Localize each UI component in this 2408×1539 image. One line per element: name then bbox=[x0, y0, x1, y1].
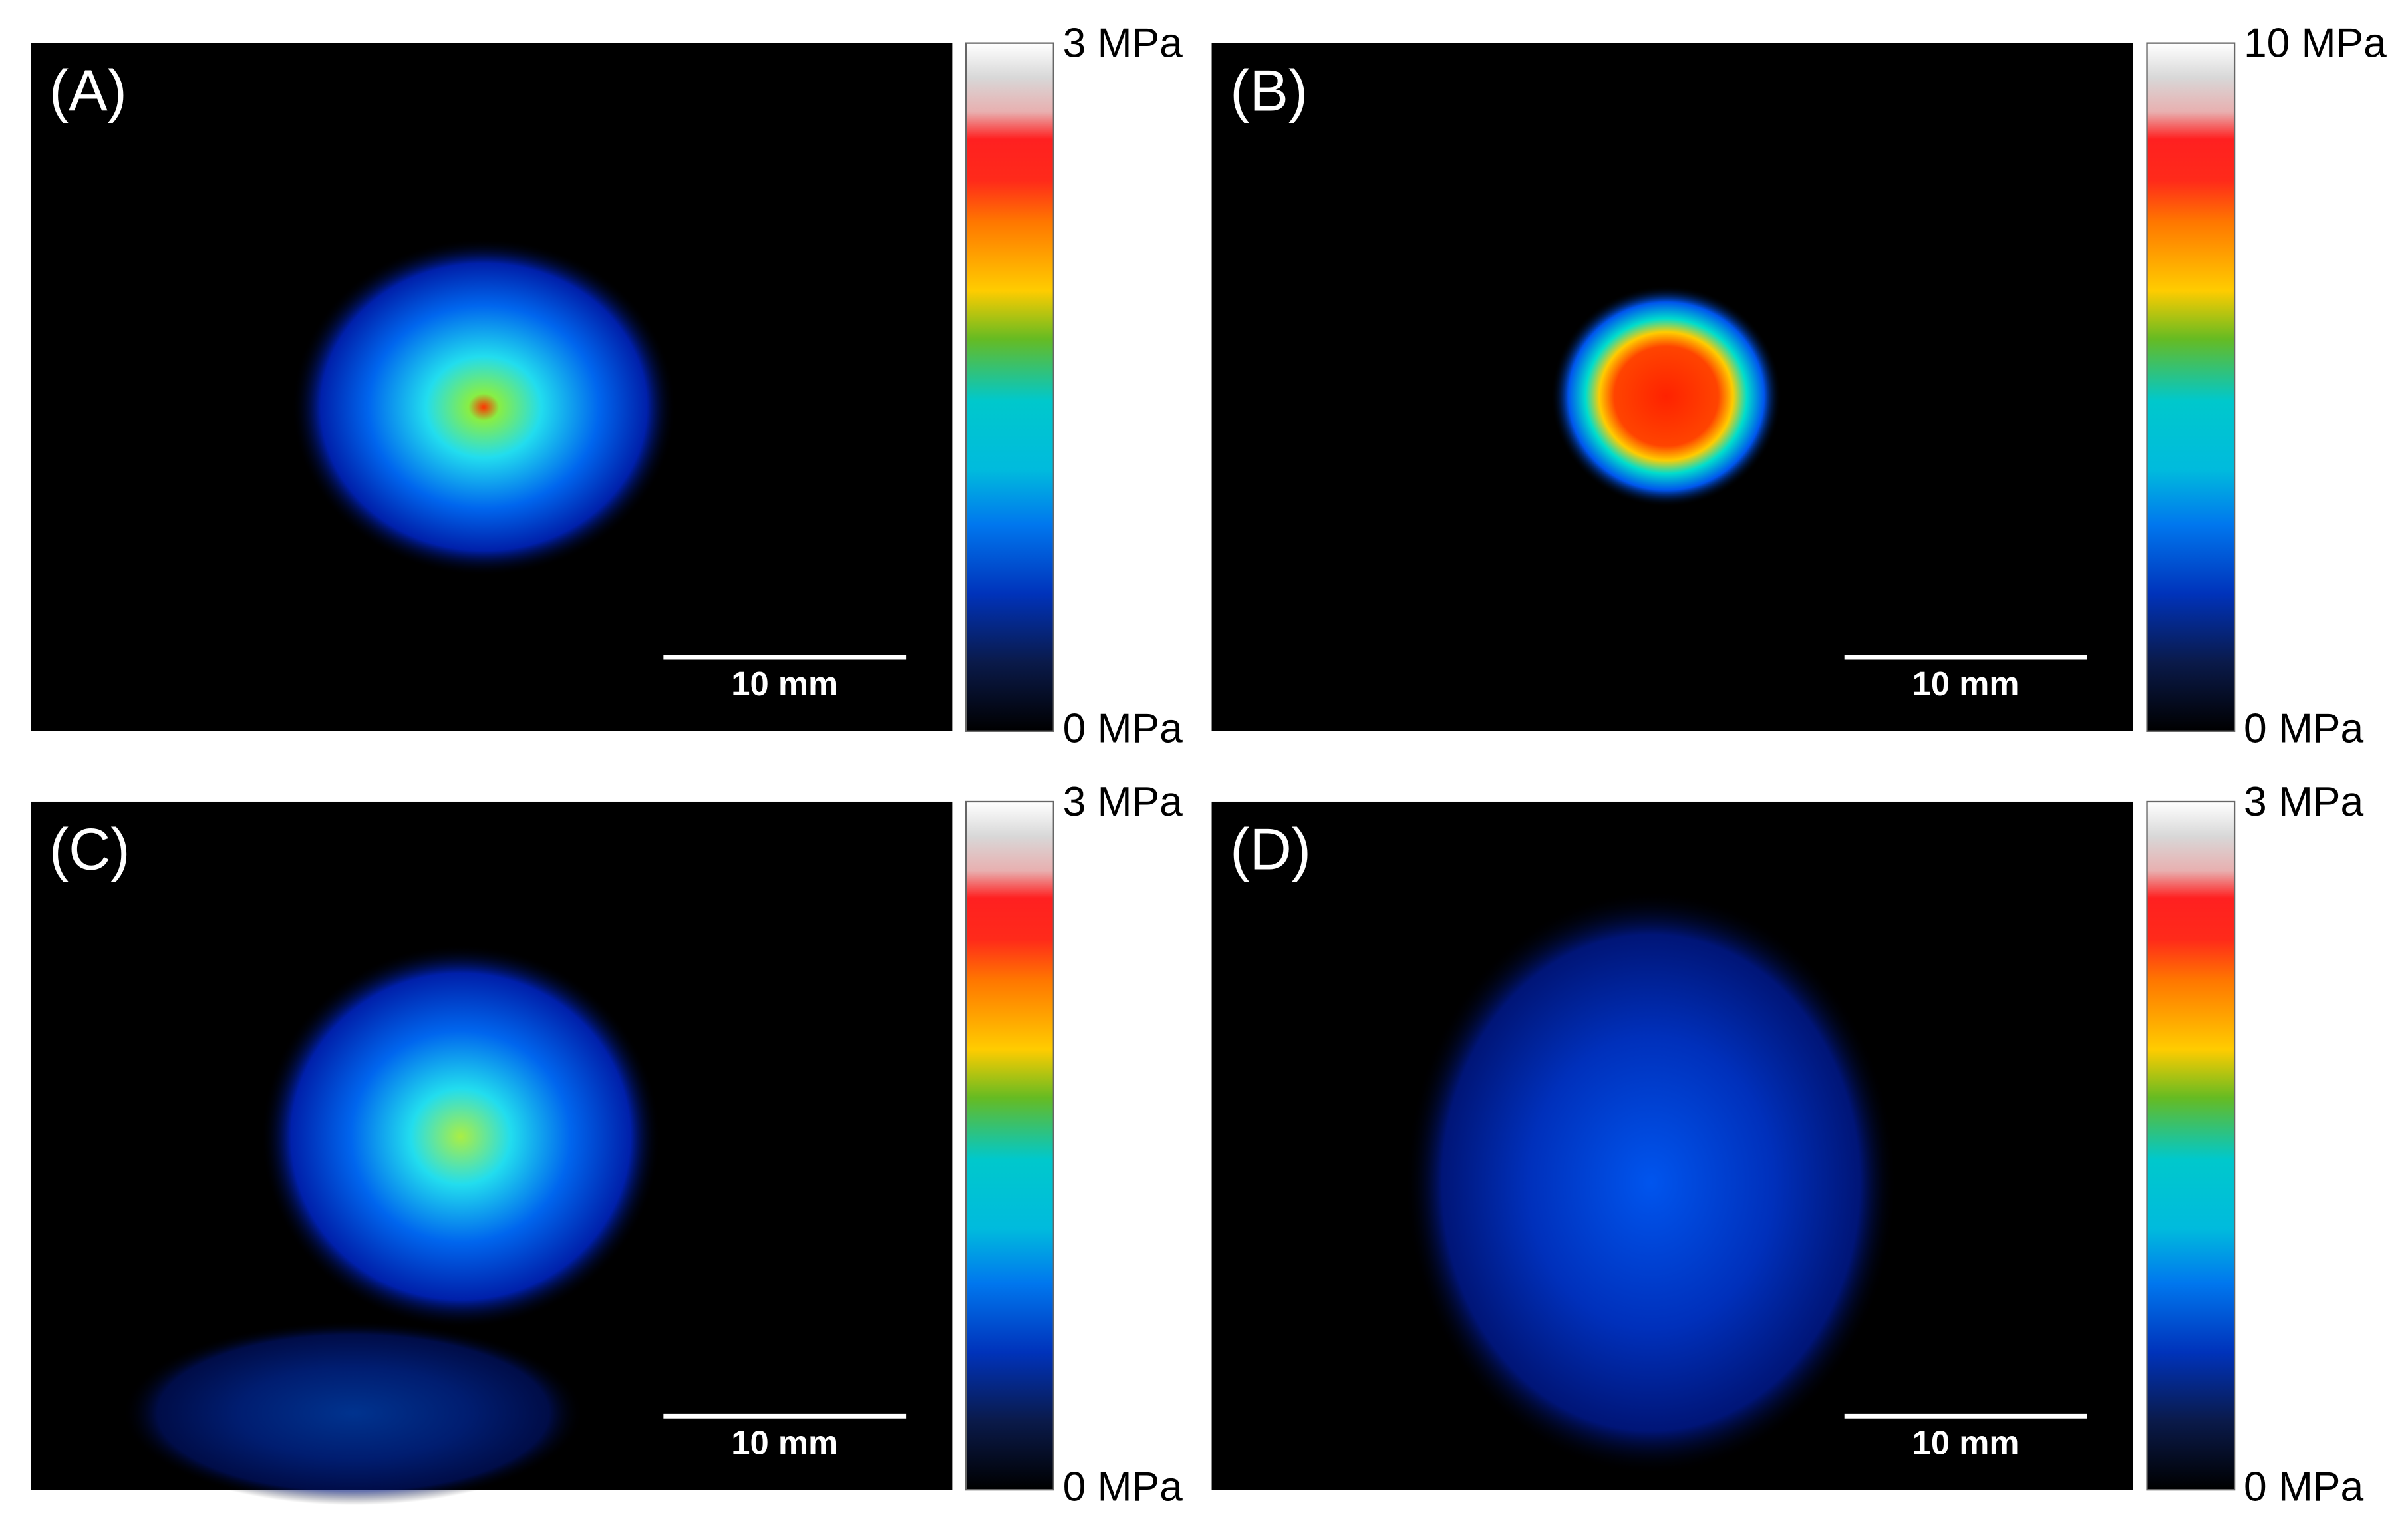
panel-label: (D) bbox=[1230, 817, 1311, 882]
scale-bar-label: 10 mm bbox=[1912, 1424, 2020, 1462]
colorbar bbox=[965, 42, 1054, 732]
colorbar-max-label: 3 MPa bbox=[1063, 21, 1183, 67]
colorbar-max-label: 10 MPa bbox=[2244, 21, 2387, 67]
colorbar bbox=[2146, 800, 2236, 1491]
pressure-blob bbox=[1551, 285, 1782, 507]
colorbar bbox=[2146, 42, 2236, 732]
pressure-blob bbox=[122, 1321, 584, 1506]
colorbar-min-label: 0 MPa bbox=[2244, 705, 2363, 751]
panel: (A) 10 mm 3 MPa 0 MPa bbox=[31, 21, 1183, 751]
panel-label: (B) bbox=[1230, 58, 1308, 123]
colorbar-max-label: 3 MPa bbox=[1063, 779, 1183, 825]
scale-bar-label: 10 mm bbox=[731, 665, 838, 703]
pressure-blob bbox=[291, 238, 676, 576]
panel-label: (C) bbox=[49, 817, 130, 882]
colorbar bbox=[965, 800, 1054, 1491]
colorbar-min-label: 0 MPa bbox=[1063, 705, 1183, 751]
pressure-blob bbox=[261, 944, 661, 1329]
panel: (B) 10 mm 10 MPa 0 MPa bbox=[1211, 21, 2387, 751]
pressure-blob bbox=[1405, 890, 1897, 1475]
colorbar-min-label: 0 MPa bbox=[1063, 1464, 1183, 1510]
panel: (D) 10 mm 3 MPa 0 MPa bbox=[1211, 779, 2363, 1510]
colorbar-max-label: 3 MPa bbox=[2244, 779, 2363, 825]
colorbar-min-label: 0 MPa bbox=[2244, 1464, 2363, 1510]
scale-bar-label: 10 mm bbox=[731, 1424, 838, 1462]
panel-label: (A) bbox=[49, 58, 127, 123]
scale-bar-label: 10 mm bbox=[1912, 665, 2020, 703]
panel: (C) 10 mm 3 MPa 0 MPa bbox=[31, 779, 1183, 1510]
